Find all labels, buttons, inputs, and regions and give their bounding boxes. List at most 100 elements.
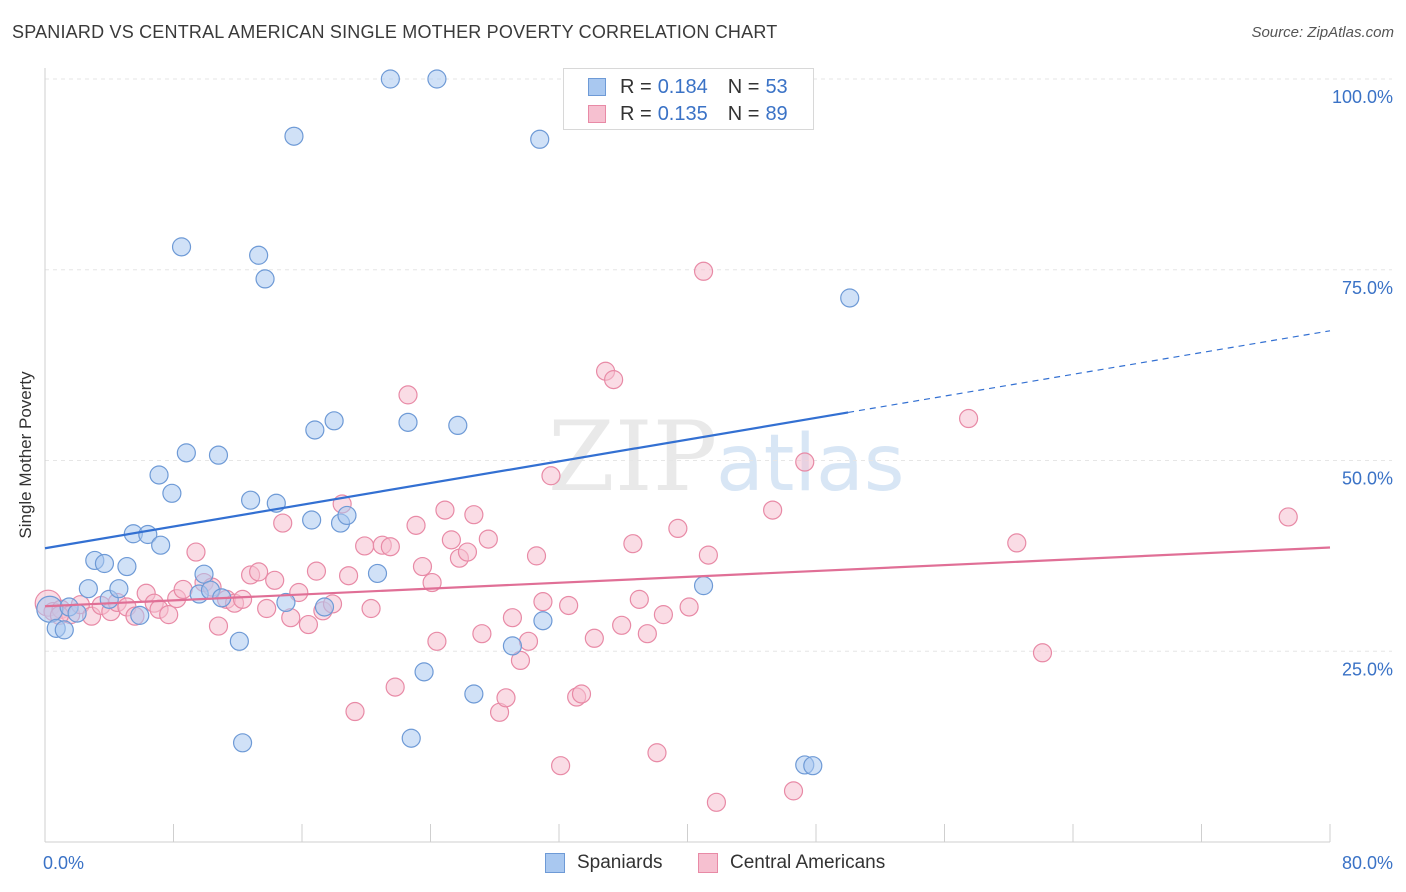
central-american-point	[510, 650, 531, 671]
legend-n-value: 53	[765, 75, 788, 98]
central-american-point	[273, 513, 293, 533]
central-americans-trend-line	[44, 546, 1331, 608]
legend-r-label: R =	[620, 102, 652, 125]
spaniard-point	[530, 129, 550, 149]
spaniard-point	[208, 445, 229, 465]
legend-row-central-americans: R = 0.135 N = 89	[588, 103, 788, 125]
central-american-point	[637, 624, 657, 644]
central-american-point	[629, 589, 649, 609]
central-american-point	[693, 261, 714, 281]
spaniard-point	[380, 69, 400, 89]
central-american-point	[518, 631, 539, 651]
spaniard-point	[176, 443, 196, 463]
spaniard-point	[401, 728, 421, 748]
central-american-point	[412, 556, 433, 577]
central-american-point	[422, 572, 442, 593]
spaniard-point	[302, 510, 322, 530]
legend-swatch-pink	[588, 105, 606, 123]
central-american-point	[551, 756, 571, 776]
legend-label-central-americans: Central Americans	[730, 852, 886, 873]
spaniard-point	[305, 420, 325, 440]
central-american-point	[478, 529, 498, 549]
central-american-point	[526, 546, 547, 566]
central-american-point	[441, 530, 461, 550]
spaniards-trend-extension	[848, 330, 1331, 414]
central-american-point	[623, 534, 643, 554]
spaniard-point	[162, 483, 182, 503]
central-american-point	[679, 597, 699, 617]
spaniard-point	[117, 556, 137, 577]
y-tick-label: 100.0%	[1332, 87, 1393, 107]
central-american-point	[1278, 507, 1298, 527]
central-american-point	[385, 677, 405, 697]
central-american-point	[186, 542, 206, 562]
spaniard-point	[255, 269, 275, 289]
central-american-point	[698, 545, 718, 565]
central-american-point	[380, 537, 400, 557]
spaniard-point	[276, 592, 296, 613]
central-american-point	[502, 608, 523, 628]
central-american-point	[1007, 533, 1027, 553]
central-american-point	[612, 615, 632, 635]
central-american-point	[571, 684, 592, 704]
spaniard-point	[194, 564, 214, 584]
central-american-point	[604, 370, 624, 390]
legend-swatch-blue	[545, 853, 565, 873]
correlation-legend: R = 0.184 N = 53 R = 0.135 N = 89	[563, 68, 814, 130]
central-american-point	[173, 579, 193, 600]
legend-n-value: 89	[765, 102, 788, 125]
spaniard-point	[54, 620, 74, 640]
central-american-point	[208, 616, 229, 636]
central-american-point	[668, 518, 688, 539]
x-tick-label: 80.0%	[1342, 853, 1393, 873]
central-american-point	[1032, 643, 1053, 663]
source-credit: Source: ZipAtlas.com	[1251, 24, 1394, 41]
legend-row-spaniards: R = 0.184 N = 53	[588, 76, 788, 98]
central-american-point	[257, 598, 277, 619]
spaniard-point	[314, 597, 335, 617]
spaniard-point	[232, 733, 253, 753]
central-american-point	[533, 592, 553, 612]
legend-r-value: 0.135	[657, 102, 708, 125]
central-american-point	[783, 781, 804, 801]
spaniard-point	[448, 415, 468, 436]
central-american-point	[398, 385, 418, 405]
central-american-point	[232, 589, 253, 609]
central-american-point	[653, 605, 674, 625]
spaniard-point	[533, 611, 553, 631]
legend-swatch-pink	[698, 853, 718, 873]
spaniard-point	[36, 595, 64, 623]
central-american-point	[435, 500, 455, 520]
central-american-point	[298, 614, 319, 635]
spaniard-point	[414, 662, 434, 682]
legend-n-label: N =	[727, 75, 760, 98]
spaniard-point	[398, 412, 418, 432]
spaniard-point	[67, 603, 87, 623]
central-american-point	[763, 500, 783, 520]
spaniard-point	[464, 684, 484, 704]
central-american-point	[464, 505, 484, 525]
central-american-point	[496, 688, 516, 708]
chart-title: SPANIARD VS CENTRAL AMERICAN SINGLE MOTH…	[12, 22, 778, 42]
central-american-point	[457, 542, 478, 562]
legend-item-spaniards[interactable]: Spaniards	[545, 852, 663, 874]
y-tick-label: 25.0%	[1342, 659, 1393, 679]
central-american-point	[306, 561, 327, 581]
central-american-point	[795, 452, 815, 472]
spaniard-point	[151, 535, 171, 555]
spaniard-point	[78, 579, 98, 599]
spaniard-point	[241, 490, 261, 510]
spaniard-point	[229, 631, 249, 651]
legend-item-central-americans[interactable]: Central Americans	[698, 852, 885, 874]
x-tick-label: 0.0%	[43, 853, 84, 873]
central-american-point	[559, 595, 579, 616]
central-american-point	[541, 466, 561, 486]
central-american-point	[159, 605, 179, 625]
spaniard-point	[502, 636, 523, 656]
spaniard-point	[803, 756, 823, 776]
watermark-zip: ZIP	[548, 401, 717, 513]
central-american-point	[958, 408, 979, 429]
central-american-point	[706, 792, 727, 812]
spaniard-point	[149, 465, 169, 485]
